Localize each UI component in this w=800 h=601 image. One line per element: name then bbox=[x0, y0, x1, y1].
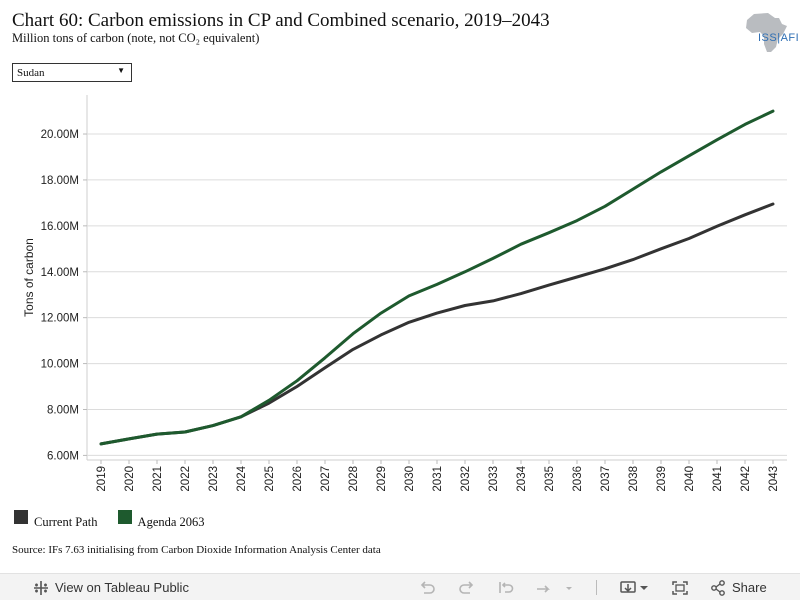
x-tick-label: 2043 bbox=[768, 466, 780, 492]
y-tick-label: 6.00M bbox=[47, 450, 79, 462]
download-button[interactable] bbox=[620, 574, 652, 601]
x-tick-label: 2029 bbox=[376, 466, 388, 492]
legend-label: Agenda 2063 bbox=[137, 515, 205, 529]
y-tick-label: 20.00M bbox=[41, 129, 79, 141]
x-tick-label: 2032 bbox=[460, 466, 472, 492]
x-tick-label: 2022 bbox=[180, 466, 192, 492]
revert-button[interactable] bbox=[497, 574, 515, 601]
x-tick-label: 2033 bbox=[488, 466, 500, 492]
tableau-toolbar: View on Tableau Public bbox=[0, 573, 800, 600]
redo-icon bbox=[459, 580, 474, 594]
undo-button[interactable] bbox=[418, 574, 436, 601]
x-tick-label: 2019 bbox=[96, 466, 108, 492]
y-tick-label: 18.00M bbox=[41, 175, 79, 187]
chart-title: Chart 60: Carbon emissions in CP and Com… bbox=[12, 10, 550, 31]
refresh-button[interactable] bbox=[535, 574, 575, 601]
legend-item-current-path[interactable]: Current Path bbox=[14, 510, 98, 530]
x-tick-label: 2024 bbox=[236, 465, 248, 491]
x-tick-label: 2036 bbox=[572, 466, 584, 492]
y-tick-label: 10.00M bbox=[41, 359, 79, 371]
legend-label: Current Path bbox=[34, 515, 98, 529]
toolbar-divider bbox=[596, 580, 597, 595]
redo-button[interactable] bbox=[458, 574, 476, 601]
x-tick-label: 2028 bbox=[348, 466, 360, 492]
share-icon bbox=[711, 579, 725, 596]
y-tick-label: 16.00M bbox=[41, 221, 79, 233]
x-tick-label: 2026 bbox=[292, 466, 304, 492]
x-tick-label: 2025 bbox=[264, 466, 276, 492]
y-tick-label: 12.00M bbox=[41, 313, 79, 325]
y-axis-label: Tons of carbon bbox=[22, 238, 36, 317]
x-tick-label: 2021 bbox=[152, 466, 164, 492]
chevron-down-icon: ▼ bbox=[117, 66, 125, 75]
legend-swatch-agenda-2063 bbox=[117, 510, 132, 524]
x-tick-label: 2040 bbox=[684, 466, 696, 492]
view-on-tableau-label: View on Tableau Public bbox=[55, 580, 189, 595]
x-tick-label: 2020 bbox=[124, 466, 136, 492]
view-on-tableau-button[interactable]: View on Tableau Public bbox=[33, 574, 189, 601]
chart-legend: Current Path Agenda 2063 bbox=[14, 510, 205, 530]
chart-subtitle: Million tons of carbon (note, not CO₂ eq… bbox=[12, 31, 260, 45]
fullscreen-icon bbox=[672, 580, 688, 595]
country-filter-dropdown[interactable]: Sudan ▼ bbox=[12, 63, 132, 82]
x-tick-label: 2031 bbox=[432, 466, 444, 492]
download-icon bbox=[620, 580, 648, 593]
fullscreen-button[interactable] bbox=[671, 574, 689, 601]
revert-icon bbox=[499, 581, 514, 593]
source-note: Source: IFs 7.63 initialising from Carbo… bbox=[12, 544, 381, 556]
x-tick-label: 2030 bbox=[404, 466, 416, 492]
x-tick-label: 2039 bbox=[656, 466, 668, 492]
share-button[interactable]: Share bbox=[710, 574, 767, 601]
x-tick-label: 2023 bbox=[208, 466, 220, 492]
legend-swatch-current-path bbox=[14, 510, 28, 524]
x-tick-label: 2041 bbox=[712, 466, 724, 492]
series-line-current-path[interactable] bbox=[99, 202, 775, 446]
x-tick-label: 2035 bbox=[544, 466, 556, 492]
tableau-logo-icon bbox=[34, 580, 48, 595]
line-chart: 6.00M 8.00M 10.00M 12.00M 14.00M 16.00M 18.00M… bbox=[22, 95, 787, 492]
x-tick-label: 2042 bbox=[740, 466, 752, 492]
country-filter-value: Sudan bbox=[17, 67, 45, 79]
undo-icon bbox=[420, 580, 435, 594]
share-label: Share bbox=[732, 580, 767, 595]
y-tick-label: 8.00M bbox=[47, 404, 79, 416]
refresh-icon bbox=[537, 584, 572, 593]
logo-text: ISS|AFI bbox=[758, 32, 800, 44]
x-tick-label: 2034 bbox=[516, 465, 528, 491]
x-tick-label: 2037 bbox=[600, 466, 612, 492]
x-tick-label: 2038 bbox=[628, 466, 640, 492]
x-tick-label: 2027 bbox=[320, 466, 332, 492]
africa-map-icon bbox=[746, 13, 787, 52]
legend-item-agenda-2063[interactable]: Agenda 2063 bbox=[117, 510, 205, 530]
y-tick-label: 14.00M bbox=[41, 267, 79, 279]
series-line-agenda-2063[interactable] bbox=[99, 109, 775, 446]
